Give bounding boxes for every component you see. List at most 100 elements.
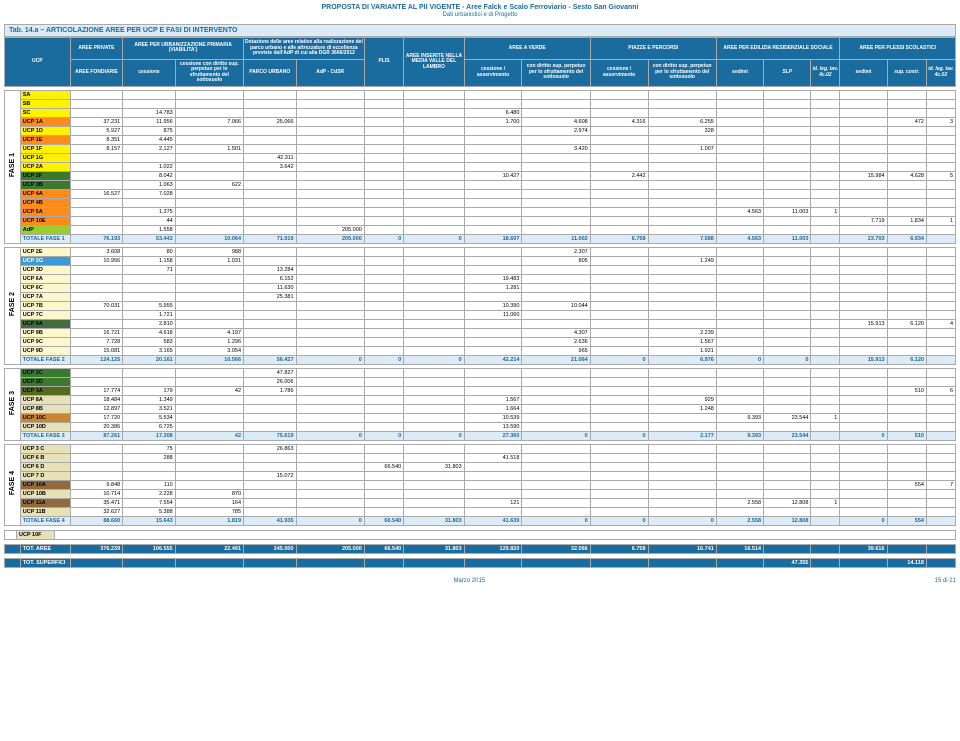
cell: 41.518	[464, 453, 522, 462]
cell	[840, 368, 887, 377]
cell	[590, 462, 648, 471]
cell	[716, 216, 763, 225]
cell	[840, 99, 887, 108]
cell	[70, 471, 123, 480]
cell	[590, 225, 648, 234]
cell	[811, 265, 840, 274]
cell	[764, 256, 811, 265]
cell: 6.255	[648, 117, 716, 126]
cell	[926, 198, 955, 207]
cell	[296, 283, 364, 292]
row-label: UCP 10B	[20, 489, 70, 498]
cell	[840, 301, 887, 310]
cell	[840, 507, 887, 516]
cell	[70, 462, 123, 471]
cell	[175, 171, 243, 180]
cell	[404, 368, 464, 377]
cell	[364, 171, 403, 180]
cell	[296, 108, 364, 117]
cell	[244, 171, 297, 180]
cell	[70, 453, 123, 462]
cell	[296, 377, 364, 386]
cell	[364, 198, 403, 207]
cell	[364, 216, 403, 225]
cell	[464, 444, 522, 453]
cell	[716, 135, 763, 144]
cell: 1.786	[244, 386, 297, 395]
cell	[296, 99, 364, 108]
cell	[887, 377, 926, 386]
cell: 1.281	[464, 283, 522, 292]
cell	[296, 453, 364, 462]
cell	[648, 189, 716, 198]
cell: 35.471	[70, 498, 123, 507]
cell	[811, 225, 840, 234]
cell	[887, 207, 926, 216]
cell	[590, 90, 648, 99]
cell	[926, 301, 955, 310]
cell	[811, 444, 840, 453]
cell	[590, 368, 648, 377]
cell: 2.127	[123, 144, 176, 153]
table-row: FASE 3UCP 2C47.827	[5, 368, 956, 377]
cell	[926, 126, 955, 135]
cell	[887, 328, 926, 337]
cell	[887, 310, 926, 319]
cell	[464, 153, 522, 162]
cell	[464, 99, 522, 108]
cell: 5.534	[123, 413, 176, 422]
h-diritto3: con diritto sup. perpetuo per lo sfrutta…	[648, 59, 716, 86]
cell: 15.072	[244, 471, 297, 480]
cell: 4.608	[522, 117, 590, 126]
cell	[840, 274, 887, 283]
cell	[926, 489, 955, 498]
cell	[364, 328, 403, 337]
cell: 3.420	[522, 144, 590, 153]
cell: 1	[926, 216, 955, 225]
table-row: UCP 7C1.72111.060	[5, 310, 956, 319]
cell	[296, 337, 364, 346]
cell	[926, 507, 955, 516]
cell	[175, 283, 243, 292]
cell	[716, 319, 763, 328]
row-label: UCP 6C	[20, 283, 70, 292]
cell	[244, 189, 297, 198]
cell	[648, 507, 716, 516]
cell	[522, 153, 590, 162]
cell	[764, 247, 811, 256]
table-row: UCP 6 B28841.518	[5, 453, 956, 462]
cell	[590, 301, 648, 310]
cell	[244, 453, 297, 462]
h-ediliz: AREE PER EDILIZIA RESIDENZIALE SOCIALE	[716, 38, 839, 60]
cell	[887, 189, 926, 198]
footer-date: Marzo 2015	[453, 578, 485, 584]
h-adp: AdP - CdSR	[296, 59, 364, 86]
cell: 2.442	[590, 171, 648, 180]
row-label: UCP 10E	[20, 216, 70, 225]
cell	[590, 386, 648, 395]
cell	[811, 153, 840, 162]
cell	[648, 153, 716, 162]
cell	[764, 108, 811, 117]
table-row: UCP 2D26.006	[5, 377, 956, 386]
cell	[364, 471, 403, 480]
cell: 2.239	[648, 328, 716, 337]
row-label: UCP 4B	[20, 198, 70, 207]
cell: 1.248	[648, 404, 716, 413]
cell	[364, 310, 403, 319]
cell: 1.567	[464, 395, 522, 404]
cell: 4.307	[522, 328, 590, 337]
cell	[244, 126, 297, 135]
cell: 4.628	[887, 171, 926, 180]
cell	[364, 153, 403, 162]
cell	[175, 135, 243, 144]
cell	[404, 377, 464, 386]
cell	[764, 283, 811, 292]
cell	[764, 144, 811, 153]
cell: 965	[522, 346, 590, 355]
cell	[811, 126, 840, 135]
table-row: UCP 6 D66.54031.803	[5, 462, 956, 471]
cell	[648, 247, 716, 256]
cell	[648, 99, 716, 108]
cell	[887, 444, 926, 453]
